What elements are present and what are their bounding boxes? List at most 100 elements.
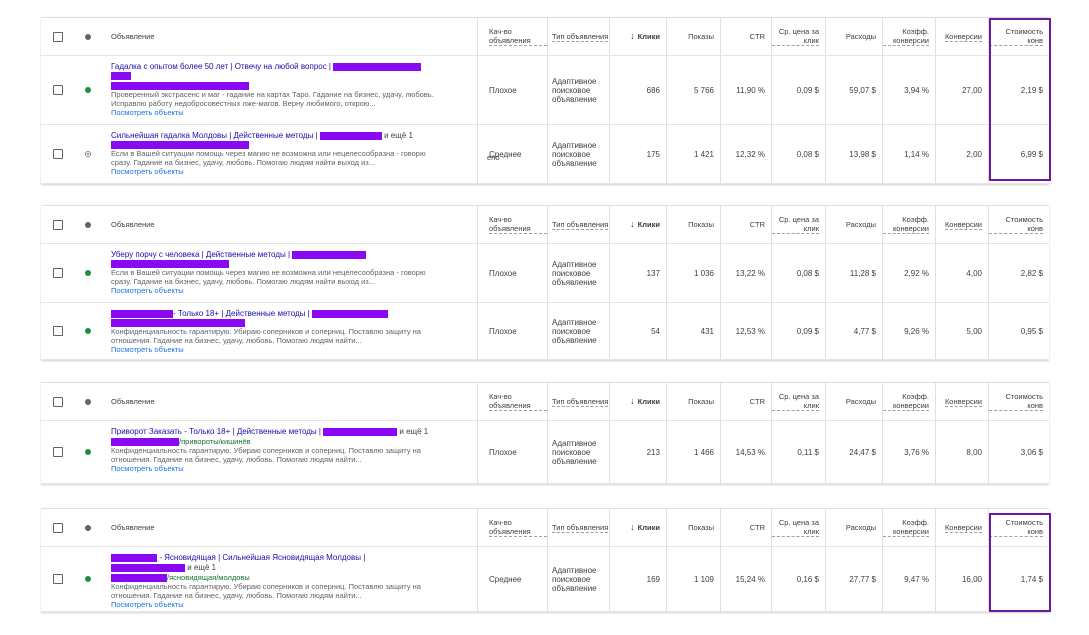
col-conversions[interactable]: Конверсии: [935, 383, 988, 420]
col-quality[interactable]: Кач-во объявления: [477, 206, 547, 243]
table-row[interactable]: Уберу порчу с человека | Действенные мет…: [41, 244, 1049, 303]
col-conv-rate[interactable]: Коэфф. конверсии: [882, 206, 935, 243]
table-header: Объявление Кач-во объявления Тип объявле…: [41, 509, 1049, 547]
cost-value: 11,28 $: [825, 244, 882, 302]
status-header-icon[interactable]: [85, 398, 91, 405]
row-checkbox[interactable]: [53, 85, 63, 95]
col-ctr[interactable]: CTR: [720, 206, 771, 243]
select-all-checkbox[interactable]: [53, 31, 63, 42]
col-cpc[interactable]: Ср. цена за клик: [771, 509, 825, 546]
clicks-value: 686: [609, 56, 666, 124]
col-impressions[interactable]: Показы: [666, 383, 720, 420]
col-clicks[interactable]: ↓ Клики: [609, 18, 666, 55]
col-clicks[interactable]: ↓ Клики: [609, 383, 666, 420]
view-assets-link[interactable]: Посмотреть объекты: [111, 108, 184, 117]
status-enabled-icon[interactable]: [85, 328, 91, 334]
select-all-checkbox[interactable]: [53, 522, 63, 533]
col-clicks[interactable]: ↓ Клики: [609, 206, 666, 243]
col-conversions[interactable]: Конверсии: [935, 509, 988, 546]
table-row[interactable]: - Ясновидящая | Сильнейшая Ясновидящая М…: [41, 547, 1049, 612]
select-all-checkbox[interactable]: [53, 219, 63, 230]
cpa-value: 3,06 $: [988, 421, 1049, 483]
col-cpc[interactable]: Ср. цена за клик: [771, 18, 825, 55]
view-assets-link[interactable]: Посмотреть объекты: [111, 464, 184, 474]
table-row[interactable]: Гадалка с опытом более 50 лет | Отвечу н…: [41, 56, 1049, 125]
col-quality[interactable]: Кач-во объявления: [477, 18, 547, 55]
col-cost[interactable]: Расходы: [825, 18, 882, 55]
row-checkbox[interactable]: [53, 268, 63, 278]
view-assets-link[interactable]: Посмотреть объекты: [111, 345, 184, 354]
ad-description: Проверенный экстрасенс и маг - гадание н…: [111, 90, 434, 108]
row-checkbox[interactable]: [53, 447, 63, 457]
ad-headline[interactable]: Уберу порчу с человека | Действенные мет…: [111, 250, 477, 260]
status-enabled-icon[interactable]: [85, 576, 91, 582]
col-conv-rate[interactable]: Коэфф. конверсии: [882, 509, 935, 546]
table-row[interactable]: Сильнейшая гадалка Молдовы | Действенные…: [41, 125, 1049, 184]
row-checkbox[interactable]: [53, 149, 63, 159]
col-quality[interactable]: Кач-во объявления: [477, 509, 547, 546]
col-ad[interactable]: Объявление: [111, 523, 155, 532]
ads-table-2: Объявление Кач-во объявления Тип объявле…: [41, 205, 1049, 360]
ad-display-url: /привороты/кишинёв: [111, 437, 477, 447]
status-enabled-icon[interactable]: [85, 270, 91, 276]
col-cpc[interactable]: Ср. цена за клик: [771, 206, 825, 243]
status-header-icon[interactable]: [85, 524, 91, 531]
col-conversions[interactable]: Конверсии: [935, 206, 988, 243]
col-impressions[interactable]: Показы: [666, 18, 720, 55]
col-cpa[interactable]: Стоимость конв: [988, 509, 1049, 546]
conversions-value: 2,00: [935, 125, 988, 183]
redaction: [111, 82, 249, 90]
cost-value: 27,77 $: [825, 547, 882, 611]
cpc-value: 0,08 $: [771, 244, 825, 302]
ad-headline[interactable]: Гадалка с опытом более 50 лет | Отвечу н…: [111, 62, 477, 72]
col-type[interactable]: Тип объявления: [547, 383, 609, 420]
redaction: [311, 309, 388, 318]
view-assets-link[interactable]: Посмотреть объекты: [111, 286, 184, 295]
view-assets-link[interactable]: Посмотреть объекты: [111, 600, 184, 610]
conv-rate-value: 3,94 %: [882, 56, 935, 124]
col-impressions[interactable]: Показы: [666, 509, 720, 546]
table-row[interactable]: - Только 18+ | Действенные методы | Конф…: [41, 303, 1049, 360]
col-type[interactable]: Тип объявления: [547, 509, 609, 546]
col-ctr[interactable]: CTR: [720, 18, 771, 55]
col-cpa[interactable]: Стоимость конв: [988, 383, 1049, 420]
ad-headline[interactable]: - Ясновидящая | Сильнейшая Ясновидящая М…: [111, 553, 477, 563]
row-checkbox[interactable]: [53, 574, 63, 584]
col-quality[interactable]: Кач-во объявления: [477, 383, 547, 420]
col-ctr[interactable]: CTR: [720, 383, 771, 420]
cpc-value: 0,08 $: [771, 125, 825, 183]
status-enabled-icon[interactable]: [85, 449, 91, 455]
col-ctr[interactable]: CTR: [720, 509, 771, 546]
conv-rate-value: 2,92 %: [882, 244, 935, 302]
col-clicks[interactable]: ↓ Клики: [609, 509, 666, 546]
status-paused-icon[interactable]: [85, 151, 91, 157]
col-conversions[interactable]: Конверсии: [935, 18, 988, 55]
col-conv-rate[interactable]: Коэфф. конверсии: [882, 18, 935, 55]
impressions-value: 1 466: [666, 421, 720, 483]
col-type[interactable]: Тип объявления: [547, 206, 609, 243]
status-enabled-icon[interactable]: [85, 87, 91, 93]
col-cost[interactable]: Расходы: [825, 509, 882, 546]
status-header-icon[interactable]: [85, 33, 91, 40]
view-assets-link[interactable]: Посмотреть объекты: [111, 167, 184, 176]
col-cpa[interactable]: Стоимость конв: [988, 206, 1049, 243]
col-cpc[interactable]: Ср. цена за клик: [771, 383, 825, 420]
col-cpa[interactable]: Стоимость конв: [988, 18, 1049, 55]
ad-headline[interactable]: Сильнейшая гадалка Молдовы | Действенные…: [111, 131, 413, 140]
cpa-value: 0,95 $: [988, 303, 1049, 359]
cost-value: 24,47 $: [825, 421, 882, 483]
col-ad[interactable]: Объявление: [111, 220, 155, 229]
col-conv-rate[interactable]: Коэфф. конверсии: [882, 383, 935, 420]
ad-headline[interactable]: - Только 18+ | Действенные методы |: [111, 309, 477, 319]
row-checkbox[interactable]: [53, 326, 63, 336]
col-type[interactable]: Тип объявления: [547, 18, 609, 55]
select-all-checkbox[interactable]: [53, 396, 63, 407]
col-cost[interactable]: Расходы: [825, 206, 882, 243]
col-ad[interactable]: Объявление: [111, 32, 155, 41]
ad-headline[interactable]: Приворот Заказать - Только 18+ | Действе…: [111, 427, 429, 436]
status-header-icon[interactable]: [85, 221, 91, 228]
col-impressions[interactable]: Показы: [666, 206, 720, 243]
table-row[interactable]: Приворот Заказать - Только 18+ | Действе…: [41, 421, 1049, 484]
col-cost[interactable]: Расходы: [825, 383, 882, 420]
col-ad[interactable]: Объявление: [111, 397, 155, 406]
